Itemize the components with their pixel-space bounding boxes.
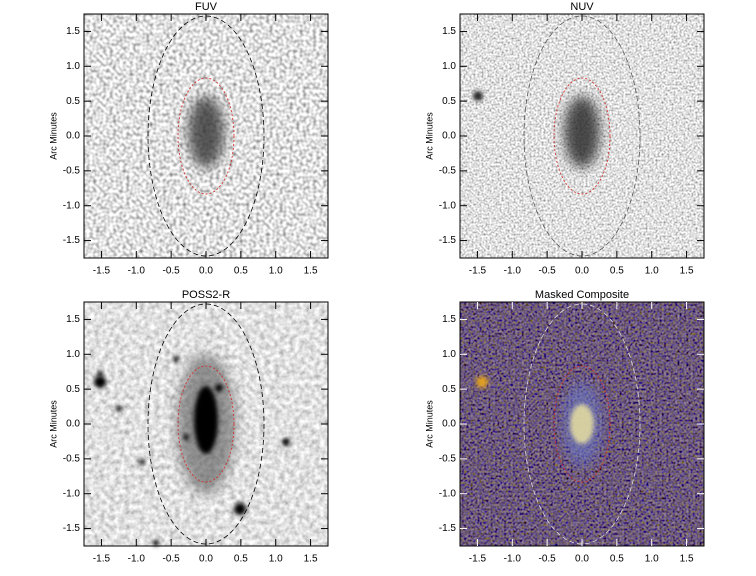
x-tick-label: -1.0 — [128, 266, 146, 277]
y-tick-label: 1.0 — [442, 349, 456, 360]
y-tick-label: 1.5 — [442, 26, 456, 37]
x-tick-label: 0.5 — [234, 554, 248, 565]
star — [173, 356, 179, 362]
panel-title: FUV — [195, 1, 218, 13]
galaxy-core — [570, 404, 594, 444]
y-tick-label: -1.0 — [63, 200, 81, 211]
y-tick-label: 1.5 — [442, 314, 456, 325]
y-tick-label: 0.5 — [66, 384, 80, 395]
aperture-inner — [177, 77, 235, 195]
panel: -1.5 -1.0 -0.5 0.0 0.5 1.0 1.5 -1.5 -1.0 -0.5 0.0 0… — [48, 1, 329, 277]
panel-title: POSS2-R — [182, 289, 230, 301]
y-axis-label: Arc Minutes — [424, 400, 434, 448]
x-tick-label: 0.0 — [575, 266, 589, 277]
y-tick-label: -0.5 — [439, 453, 457, 464]
aperture-outer — [523, 15, 641, 257]
y-tick-label: -1.0 — [439, 200, 457, 211]
x-tick-label: 0.0 — [199, 554, 213, 565]
y-tick-label: -0.5 — [439, 165, 457, 176]
star — [116, 406, 122, 412]
panel: -1.5 -1.0 -0.5 0.0 0.5 1.0 1.5 -1.5 -1.0 -0.5 0.0 0… — [424, 1, 705, 277]
star — [282, 438, 290, 446]
y-tick-label: -0.5 — [63, 165, 81, 176]
galaxy — [564, 96, 600, 168]
y-tick-label: -1.0 — [63, 488, 81, 499]
y-axis-label: Arc Minutes — [48, 112, 58, 160]
panel-title: NUV — [570, 1, 594, 13]
x-tick-label: 0.5 — [234, 266, 248, 277]
aperture-outer — [147, 15, 265, 257]
x-tick-label: -1.5 — [469, 554, 487, 565]
x-tick-label: 0.0 — [575, 554, 589, 565]
galaxy-core — [194, 386, 218, 454]
star — [215, 384, 223, 392]
y-tick-label: 0.0 — [66, 419, 80, 430]
aperture-inner — [177, 365, 235, 483]
y-tick-label: 0.5 — [442, 384, 456, 395]
y-tick-label: 0.5 — [442, 96, 456, 107]
aperture-inner — [553, 77, 611, 195]
star — [183, 434, 189, 440]
x-tick-label: -0.5 — [163, 554, 181, 565]
panel: -1.5 -1.0 -0.5 0.0 0.5 1.0 1.5 -1.5 -1.0 -0.5 0.0 0… — [424, 289, 705, 565]
star — [234, 503, 246, 515]
y-tick-label: 1.5 — [66, 26, 80, 37]
x-tick-label: -1.5 — [93, 266, 111, 277]
x-tick-label: -0.5 — [163, 266, 181, 277]
x-tick-label: -0.5 — [539, 266, 557, 277]
x-tick-label: 0.0 — [199, 266, 213, 277]
x-tick-label: 1.5 — [680, 554, 694, 565]
y-axis-label: Arc Minutes — [48, 400, 58, 448]
x-tick-label: -1.0 — [504, 266, 522, 277]
y-tick-label: 1.0 — [66, 61, 80, 72]
y-tick-label: -1.5 — [439, 235, 457, 246]
x-tick-label: -0.5 — [539, 554, 557, 565]
y-tick-label: -1.0 — [439, 488, 457, 499]
star — [97, 371, 103, 377]
x-tick-label: -1.5 — [93, 554, 111, 565]
x-tick-label: 1.0 — [269, 554, 283, 565]
x-tick-label: -1.0 — [128, 554, 146, 565]
x-tick-label: 1.5 — [304, 554, 318, 565]
y-tick-label: 1.0 — [442, 61, 456, 72]
panel-title: Masked Composite — [535, 289, 629, 301]
aperture-outer — [523, 303, 641, 545]
y-tick-label: -1.5 — [439, 523, 457, 534]
panel: -1.5 -1.0 -0.5 0.0 0.5 1.0 1.5 -1.5 -1.0 -0.5 0.0 0… — [48, 289, 329, 565]
x-tick-label: 1.5 — [304, 266, 318, 277]
y-tick-label: 1.0 — [66, 349, 80, 360]
galaxy — [188, 96, 224, 168]
x-tick-label: 1.5 — [680, 266, 694, 277]
aperture-outer — [147, 303, 265, 545]
star — [153, 540, 159, 546]
star — [139, 459, 145, 465]
y-axis-label: Arc Minutes — [424, 112, 434, 160]
x-tick-label: 1.0 — [645, 554, 659, 565]
y-tick-label: 0.0 — [66, 131, 80, 142]
y-tick-label: -1.5 — [63, 235, 81, 246]
y-tick-label: 0.0 — [442, 131, 456, 142]
star — [476, 376, 488, 388]
star — [94, 376, 106, 388]
x-tick-label: 1.0 — [645, 266, 659, 277]
aperture-inner — [553, 365, 611, 483]
x-tick-label: -1.0 — [504, 554, 522, 565]
y-tick-label: 0.5 — [66, 96, 80, 107]
x-tick-label: 0.5 — [610, 554, 624, 565]
x-tick-label: -1.5 — [469, 266, 487, 277]
y-tick-label: 0.0 — [442, 419, 456, 430]
y-tick-label: -1.5 — [63, 523, 81, 534]
y-tick-label: 1.5 — [66, 314, 80, 325]
x-tick-label: 1.0 — [269, 266, 283, 277]
y-tick-label: -0.5 — [63, 453, 81, 464]
star — [473, 91, 483, 101]
x-tick-label: 0.5 — [610, 266, 624, 277]
